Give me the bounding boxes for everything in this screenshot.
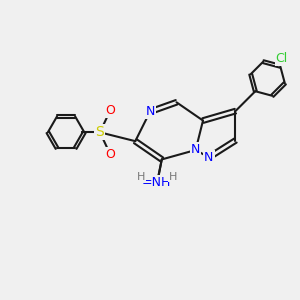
Text: H: H [137, 172, 146, 182]
Text: H: H [169, 172, 178, 182]
Text: N: N [204, 151, 214, 164]
Text: Cl: Cl [276, 52, 288, 65]
Text: S: S [96, 125, 104, 139]
Text: O: O [105, 104, 115, 117]
Text: =NH: =NH [144, 176, 170, 186]
Text: O: O [105, 148, 115, 161]
Text: N: N [145, 105, 155, 118]
Text: =NH: =NH [142, 176, 172, 189]
Text: N: N [191, 143, 200, 157]
